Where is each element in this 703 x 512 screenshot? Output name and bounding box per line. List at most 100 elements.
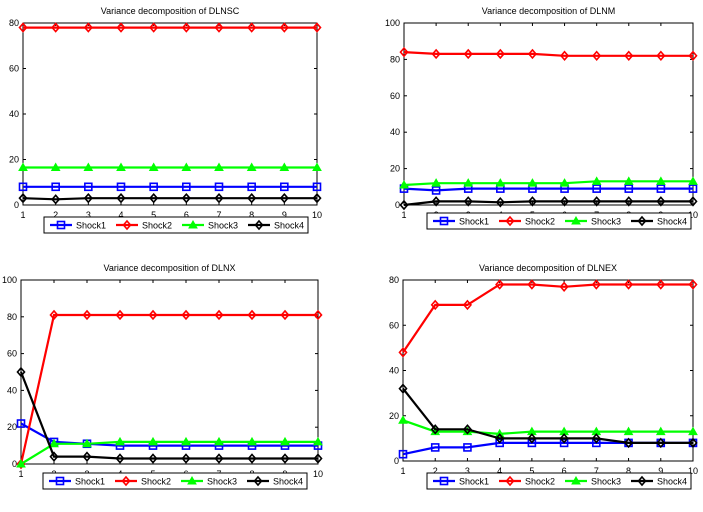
series-shock2	[16, 309, 323, 470]
data-point-shock4	[312, 192, 322, 204]
x-tick-label: 4	[497, 466, 502, 476]
data-point-shock4	[83, 192, 93, 204]
data-point-shock3	[115, 436, 125, 446]
data-point-shock2	[592, 50, 602, 61]
data-point-shock4	[592, 196, 602, 207]
data-point-shock3	[431, 178, 441, 187]
series-shock1	[18, 182, 322, 192]
data-point-shock3	[655, 426, 666, 436]
series-line-shock1	[403, 187, 693, 192]
data-point-shock1	[463, 443, 472, 452]
y-tick-label: 80	[7, 312, 17, 322]
data-point-shock4	[656, 196, 666, 207]
data-point-shock4	[688, 437, 698, 449]
x-tick-label: 2	[53, 210, 58, 220]
x-tick-label: 5	[529, 466, 534, 476]
series-line-shock2	[403, 51, 693, 57]
legend-marker-shock3	[571, 475, 581, 485]
series-line-shock2	[402, 283, 693, 354]
data-point-shock1	[182, 182, 191, 192]
y-tick-label: 40	[9, 109, 19, 119]
plot-frame	[22, 22, 318, 206]
legend-marker-shock4	[254, 219, 264, 231]
data-point-shock3	[623, 426, 634, 436]
x-tick-label: 7	[594, 466, 599, 476]
data-point-shock3	[116, 162, 126, 171]
series-line-shock4	[19, 371, 318, 460]
data-point-shock3	[50, 162, 61, 171]
x-tick-label: 1	[401, 210, 406, 220]
y-tick-label: 60	[389, 320, 399, 330]
legend-marker-shock1	[56, 220, 66, 230]
data-point-shock4	[49, 451, 59, 462]
data-point-shock2	[495, 279, 505, 290]
data-point-shock3	[398, 415, 408, 424]
data-point-shock1	[149, 182, 158, 192]
series-shock3	[18, 162, 322, 171]
series-line-shock4	[22, 197, 317, 201]
data-point-shock1	[84, 182, 93, 192]
data-point-shock2	[214, 22, 224, 33]
y-tick-label: 0	[14, 200, 19, 210]
x-tick-label: 1	[18, 469, 23, 479]
data-point-shock3	[312, 162, 322, 171]
data-point-shock1	[592, 184, 601, 193]
y-tick-label: 60	[9, 64, 19, 74]
legend-label-shock1: Shock1	[75, 477, 105, 487]
y-tick-label: 0	[394, 456, 399, 466]
data-point-shock3	[18, 162, 28, 171]
legend-marker-shock4	[253, 475, 263, 487]
legend-label-shock4: Shock4	[274, 221, 304, 231]
legend-label-shock1: Shock1	[459, 217, 489, 227]
data-point-shock3	[623, 176, 634, 185]
data-point-shock3	[495, 178, 506, 187]
data-point-shock2	[247, 22, 257, 33]
legend-box	[42, 472, 308, 490]
data-point-shock4	[82, 451, 92, 462]
series-shock3	[399, 176, 698, 189]
data-point-shock2	[214, 309, 224, 321]
x-tick-label: 9	[658, 466, 663, 476]
data-point-shock4	[279, 192, 289, 204]
data-point-shock3	[214, 436, 224, 446]
data-point-shock1	[312, 182, 322, 192]
data-point-shock4	[527, 196, 538, 207]
data-point-shock2	[181, 309, 191, 321]
legend-marker-shock3	[187, 475, 197, 485]
data-point-shock3	[148, 162, 159, 171]
chart-panel-1: Variance decomposition of DLNSC 1 2 3 4 5 6 7 8 9…	[9, 6, 322, 234]
data-point-shock1	[51, 182, 60, 192]
data-point-shock3	[399, 179, 409, 189]
series-line-shock3	[402, 419, 693, 436]
series-line-shock4	[402, 387, 693, 444]
chart-legend: Shock1 Shock2 Shock3 Shock4	[43, 216, 309, 234]
data-point-shock3	[181, 162, 192, 171]
data-point-shock3	[16, 458, 26, 468]
data-point-shock3	[280, 436, 290, 446]
data-point-shock3	[148, 436, 158, 446]
data-point-shock2	[688, 279, 698, 290]
data-point-shock2	[527, 48, 538, 60]
data-point-shock3	[247, 436, 257, 446]
y-tick-label: 0	[395, 200, 400, 210]
series-shock3	[398, 415, 698, 438]
chart-legend: Shock1 Shock2 Shock3 Shock4	[42, 472, 308, 490]
x-tick-label: 2	[433, 466, 438, 476]
data-point-shock4	[115, 453, 125, 464]
data-point-shock4	[462, 424, 473, 435]
data-point-shock4	[623, 437, 634, 449]
y-tick-label: 100	[2, 275, 17, 285]
legend-marker-shock2	[122, 219, 132, 231]
data-point-shock3	[688, 426, 698, 436]
y-tick-label: 80	[390, 54, 400, 64]
legend-marker-shock1	[439, 476, 449, 486]
y-tick-label: 60	[390, 91, 400, 101]
data-point-shock2	[431, 48, 441, 60]
data-point-shock4	[463, 196, 473, 207]
chart-panel-3: Variance decomposition of DLNX1234567891…	[2, 263, 323, 490]
y-tick-label: 40	[390, 127, 400, 137]
data-point-shock2	[279, 22, 289, 33]
y-tick-label: 100	[385, 18, 400, 28]
data-point-shock4	[431, 196, 441, 207]
